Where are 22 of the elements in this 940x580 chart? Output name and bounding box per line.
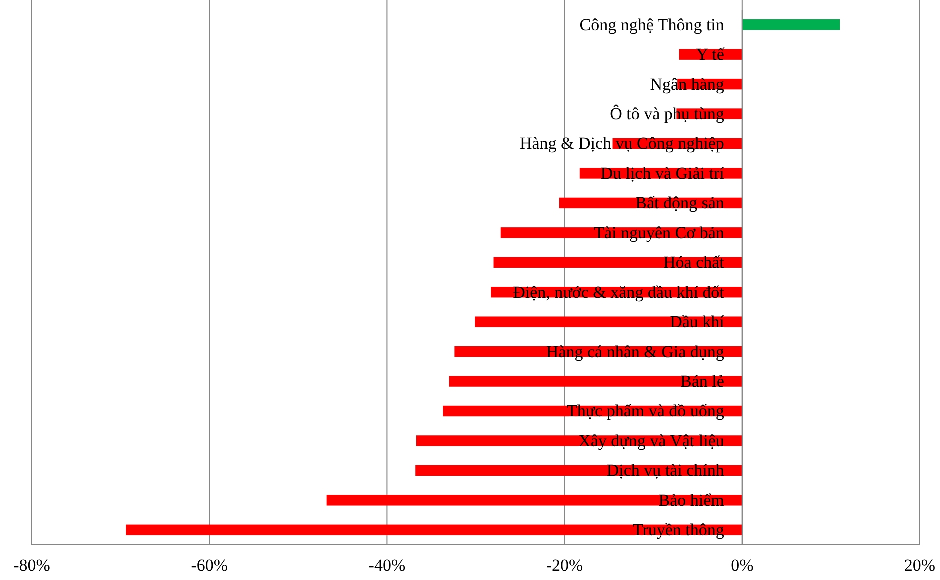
x-tick-label: 20% — [904, 556, 936, 576]
y-tick-label: Hàng cá nhân & Gia dụng — [546, 342, 725, 362]
y-tick-label: Truyền thông — [632, 520, 725, 540]
x-tick-label: -60% — [191, 556, 228, 576]
y-tick-label: Y tế — [696, 45, 725, 64]
y-tick-label: Dịch vụ tài chính — [606, 461, 725, 480]
y-tick-label: Bất động sản — [636, 194, 725, 213]
y-tick-label: Dầu khí — [670, 312, 725, 332]
y-tick-label: Du lịch và Giải trí — [600, 164, 725, 183]
y-tick-label: Bán lẻ — [680, 372, 724, 391]
y-tick-label: Tài nguyên Cơ bản — [594, 223, 725, 242]
y-tick-label: Điện, nước & xăng dầu khí đốt — [513, 282, 725, 302]
y-tick-label: Hóa chất — [664, 253, 725, 272]
y-tick-label: Xây dựng và Vật liệu — [578, 431, 725, 450]
x-tick-label: 0% — [731, 556, 754, 576]
x-tick-label: -40% — [368, 556, 406, 576]
y-tick-label: Bảo hiểm — [658, 490, 724, 510]
x-tick-label: -20% — [546, 556, 584, 576]
x-tick-label: -80% — [14, 556, 50, 576]
y-tick-label: Hàng & Dịch vụ Công nghiệp — [520, 134, 724, 154]
y-tick-label: Công nghệ Thông tin — [580, 15, 725, 34]
y-tick-label: Thực phẩm và đồ uống — [566, 402, 725, 421]
